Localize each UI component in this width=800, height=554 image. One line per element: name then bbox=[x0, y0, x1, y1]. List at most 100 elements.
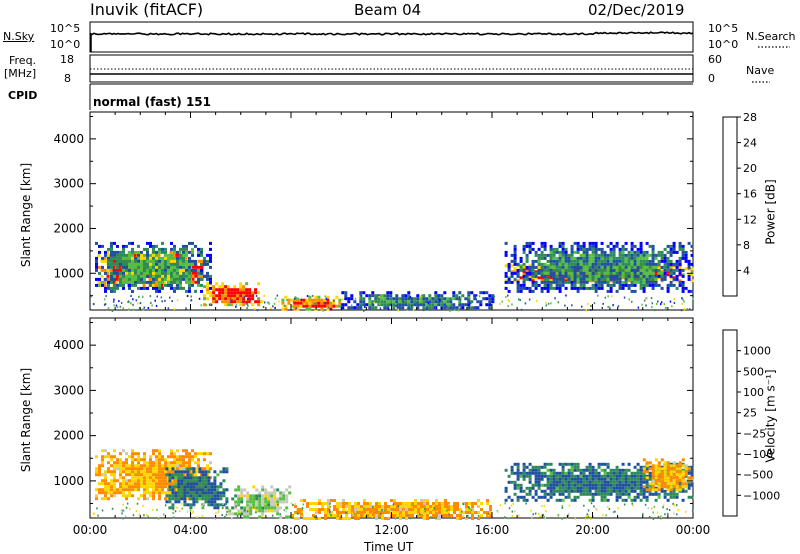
velocity-cell bbox=[555, 489, 559, 493]
velocity-cell bbox=[143, 458, 146, 462]
velocity-cell bbox=[201, 491, 205, 495]
power-cell bbox=[660, 250, 664, 254]
velocity-cell bbox=[525, 474, 529, 478]
velocity-cell bbox=[143, 491, 146, 495]
velocity-cell bbox=[176, 458, 179, 462]
power-cell bbox=[467, 300, 471, 304]
power-cell bbox=[590, 305, 592, 307]
power-cell bbox=[660, 259, 664, 263]
power-cell bbox=[116, 306, 119, 309]
velocity-cell bbox=[461, 510, 463, 513]
velocity-cell bbox=[213, 506, 217, 510]
power-cell bbox=[680, 309, 683, 312]
velocity-cell bbox=[161, 458, 164, 462]
velocity-cell bbox=[690, 476, 694, 480]
power-cell bbox=[627, 262, 631, 266]
velocity-cell bbox=[561, 486, 565, 490]
power-cell bbox=[146, 280, 149, 284]
velocity-cell bbox=[185, 449, 188, 453]
power-cell bbox=[606, 253, 610, 257]
power-cell bbox=[167, 265, 170, 269]
velocity-cell bbox=[662, 504, 665, 507]
power-cell bbox=[152, 250, 155, 254]
power-cell bbox=[485, 303, 489, 307]
power-cell bbox=[262, 306, 265, 308]
power-cell bbox=[618, 283, 622, 287]
power-cell bbox=[274, 307, 276, 309]
velocity-cell bbox=[487, 512, 490, 515]
power-cell bbox=[547, 302, 550, 305]
power-cell bbox=[296, 301, 300, 305]
velocity-cell bbox=[522, 489, 526, 493]
power-cell bbox=[182, 262, 185, 266]
velocity-cell bbox=[405, 508, 408, 511]
velocity-cell bbox=[663, 467, 667, 471]
velocity-cell bbox=[146, 497, 149, 501]
velocity-cell bbox=[399, 508, 402, 511]
velocity-cell bbox=[171, 485, 175, 489]
power-cell bbox=[531, 280, 535, 284]
power-cell bbox=[227, 285, 231, 289]
power-cell bbox=[603, 253, 607, 257]
velocity-cell bbox=[568, 504, 571, 507]
velocity-cell bbox=[189, 476, 193, 480]
power-cell bbox=[475, 298, 477, 301]
velocity-cell bbox=[600, 480, 604, 484]
power-cell bbox=[663, 268, 667, 272]
power-cell bbox=[510, 274, 514, 278]
power-cell bbox=[597, 280, 601, 284]
power-cell bbox=[510, 259, 514, 263]
power-cell bbox=[115, 274, 119, 278]
velocity-cell bbox=[576, 495, 580, 499]
power-cell bbox=[594, 262, 598, 266]
velocity-cell bbox=[336, 502, 339, 505]
velocity-cell bbox=[252, 485, 256, 489]
velocity-cell bbox=[570, 486, 574, 490]
velocity-cell bbox=[143, 488, 146, 492]
power-cell bbox=[167, 259, 170, 263]
power-cell bbox=[251, 294, 255, 298]
power-cell bbox=[630, 241, 634, 245]
power-cell bbox=[579, 283, 583, 287]
velocity-cell bbox=[346, 504, 348, 507]
velocity-cell bbox=[258, 491, 262, 495]
velocity-cell bbox=[155, 464, 158, 468]
power-cell bbox=[167, 307, 170, 310]
velocity-cell bbox=[633, 480, 637, 484]
power-cell bbox=[167, 256, 170, 260]
velocity-cell bbox=[270, 494, 274, 498]
power-cell bbox=[606, 289, 610, 293]
velocity-cell bbox=[462, 511, 465, 514]
power-cell bbox=[467, 298, 469, 301]
power-cell bbox=[137, 259, 140, 263]
power-cell bbox=[600, 256, 604, 260]
power-cell bbox=[179, 259, 182, 263]
velocity-cell bbox=[134, 467, 137, 471]
power-cell bbox=[371, 291, 375, 295]
power-cell bbox=[323, 304, 327, 308]
velocity-cell bbox=[639, 492, 643, 496]
velocity-cell bbox=[174, 473, 178, 477]
velocity-cell bbox=[639, 498, 643, 502]
velocity-cell bbox=[174, 494, 178, 498]
power-cell bbox=[103, 303, 106, 306]
velocity-cell bbox=[393, 511, 396, 514]
power-cell bbox=[147, 307, 150, 309]
velocity-colorbar-tick-label: −100 bbox=[743, 448, 773, 461]
power-cell bbox=[176, 250, 179, 254]
power-cell bbox=[594, 271, 598, 275]
velocity-cell bbox=[125, 485, 128, 489]
power-cell bbox=[149, 274, 152, 278]
velocity-cell bbox=[116, 467, 119, 471]
velocity-cell bbox=[267, 509, 271, 513]
velocity-cell bbox=[198, 467, 202, 471]
velocity-cell bbox=[216, 491, 220, 495]
power-cell bbox=[475, 294, 478, 297]
power-cell bbox=[233, 291, 237, 295]
velocity-cell bbox=[300, 499, 303, 502]
velocity-cell bbox=[642, 485, 646, 489]
velocity-cell bbox=[246, 512, 250, 516]
velocity-cell bbox=[549, 474, 553, 478]
velocity-cell bbox=[189, 497, 193, 501]
velocity-cell bbox=[270, 491, 274, 495]
